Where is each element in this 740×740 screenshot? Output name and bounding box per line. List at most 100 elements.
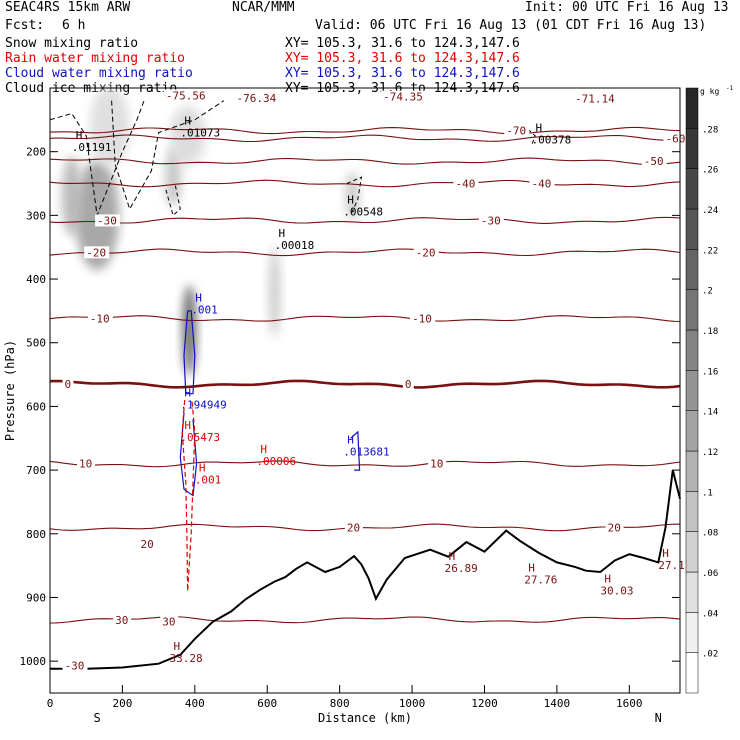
fcst-value: 6 h (62, 18, 86, 33)
contour-label: -71.14 (575, 93, 615, 106)
contour-label: -10 (412, 313, 432, 326)
contour-label: 20 (141, 538, 154, 551)
max-marker: H (173, 640, 180, 653)
colorbar-swatch (685, 208, 699, 250)
contour-label: 0 (64, 378, 71, 391)
colorbar-swatch (685, 410, 699, 452)
temperature-contour--10 (49, 315, 681, 323)
max-label: .013681 (343, 445, 389, 458)
colorbar-unit-exp: -1 (726, 85, 734, 92)
colorbar-swatch (685, 249, 699, 290)
contour-label-bg (641, 155, 667, 168)
colorbar-label: .2 (702, 287, 713, 297)
temperature-contour--30 (49, 216, 681, 224)
colorbar-label: .08 (702, 529, 718, 539)
y-tick-label: 800 (26, 528, 46, 541)
contour-label: -40 (456, 178, 476, 191)
contour-label: -50 (644, 155, 664, 168)
y-tick-label: 200 (26, 146, 46, 159)
temperature-contour--20 (49, 248, 681, 257)
max-label: .01191 (72, 141, 112, 154)
max-marker: H (76, 129, 83, 142)
field-name-snow: Snow mixing ratio (5, 36, 139, 51)
ice-contour (346, 176, 363, 216)
temperature-contour-20 (49, 523, 680, 532)
contour-label-bg (138, 537, 157, 550)
contour-label-bg (605, 521, 624, 534)
contour-label: -74.35 (383, 91, 423, 104)
y-axis-title: Pressure (hPa) (3, 340, 17, 441)
colorbar-label: .1 (702, 488, 713, 498)
y-tick-label: 1000 (20, 655, 47, 668)
x-tick-label: 600 (257, 697, 277, 710)
max-marker: H (260, 443, 267, 456)
max-marker: H (199, 461, 206, 474)
x-tick-label: 200 (112, 697, 132, 710)
colorbar: .02 .04 .06 .08 .1 .12 .14 .16 .18 .2 .22 .24 .26 .28… (685, 85, 734, 694)
contour-label: -70 (506, 125, 526, 138)
colorbar-swatch (685, 571, 699, 613)
shade-blob-3 (182, 285, 197, 375)
y-tick-label: 700 (26, 464, 46, 477)
contour-label: 20 (608, 521, 621, 534)
contour-label: -30 (481, 214, 501, 227)
colorbar-label: .18 (702, 327, 718, 337)
colorbar-swatch (685, 168, 699, 210)
colorbar-swatch (685, 491, 699, 532)
colorbar-label: .14 (702, 408, 718, 418)
max-label: .194949 (180, 398, 226, 411)
shade-blob-2 (165, 147, 182, 208)
fcst-label: Fcst: (5, 18, 45, 33)
contour-label: 20 (347, 521, 360, 534)
colorbar-swatch (685, 612, 699, 653)
contour-label: 10 (430, 458, 443, 471)
shade-blob-7 (89, 86, 130, 167)
temperature-contour-10 (49, 460, 681, 468)
max-label: 27.17 (658, 559, 691, 572)
max-label: .001 (195, 473, 222, 486)
contour-label-bg (413, 246, 439, 259)
colorbar-label: .06 (702, 569, 718, 579)
max-label: .05473 (180, 431, 220, 444)
colorbar-label: .28 (702, 125, 718, 135)
cloud-water-contour (183, 310, 196, 395)
contour-label-bg (381, 90, 428, 103)
mixing-ratio-contours (49, 100, 536, 592)
colorbar-swatch (685, 531, 699, 573)
contour-label-bg (504, 124, 530, 137)
colorbar-swatch (685, 128, 699, 169)
x-tick-label: 1400 (544, 697, 571, 710)
colorbar-swatch (685, 329, 699, 371)
x-tick-label: 800 (330, 697, 350, 710)
contour-labels: -70 -60-50 -40 -40 -30 -30 -20 -20 -10 -10 0 0 10 10 2… (62, 89, 691, 672)
colorbar-label: .16 (702, 367, 718, 377)
colorbar-label: .12 (702, 448, 718, 458)
ice-contour (165, 183, 181, 217)
contour-label-bg (62, 378, 74, 391)
valid-time: Valid: 06 UTC Fri 16 Aug 13 (01 CDT Fri … (315, 18, 707, 33)
y-tick-label: 600 (26, 400, 46, 413)
contour-label-bg (234, 92, 281, 105)
temperature-contour-30 (49, 616, 681, 624)
x-tick-label: 0 (47, 697, 54, 710)
max-marker: H (528, 561, 535, 574)
x-tick-label: 1600 (616, 697, 643, 710)
contour-label-bg (163, 89, 210, 102)
contour-label: -20 (416, 246, 436, 259)
temperature-contour--50 (49, 157, 681, 166)
max-marker: H (604, 572, 611, 585)
x-tick-label: 1000 (399, 697, 426, 710)
max-marker: H (662, 547, 669, 560)
temperature-contour-0 (49, 379, 681, 389)
contour-label-bg (344, 521, 363, 534)
model-name: SEAC4RS 15km ARW (5, 0, 131, 15)
max-marker: H (184, 114, 191, 127)
x-axis-title: Distance (km) (318, 711, 412, 725)
colorbar-swatch (685, 289, 699, 331)
temperature-contour--60 (49, 134, 681, 143)
contour-label-bg (113, 613, 132, 626)
colorbar-swatch (685, 450, 699, 492)
colorbar-label: .22 (702, 246, 718, 256)
colorbar-swatch (685, 370, 699, 411)
ice-contour (527, 129, 536, 146)
